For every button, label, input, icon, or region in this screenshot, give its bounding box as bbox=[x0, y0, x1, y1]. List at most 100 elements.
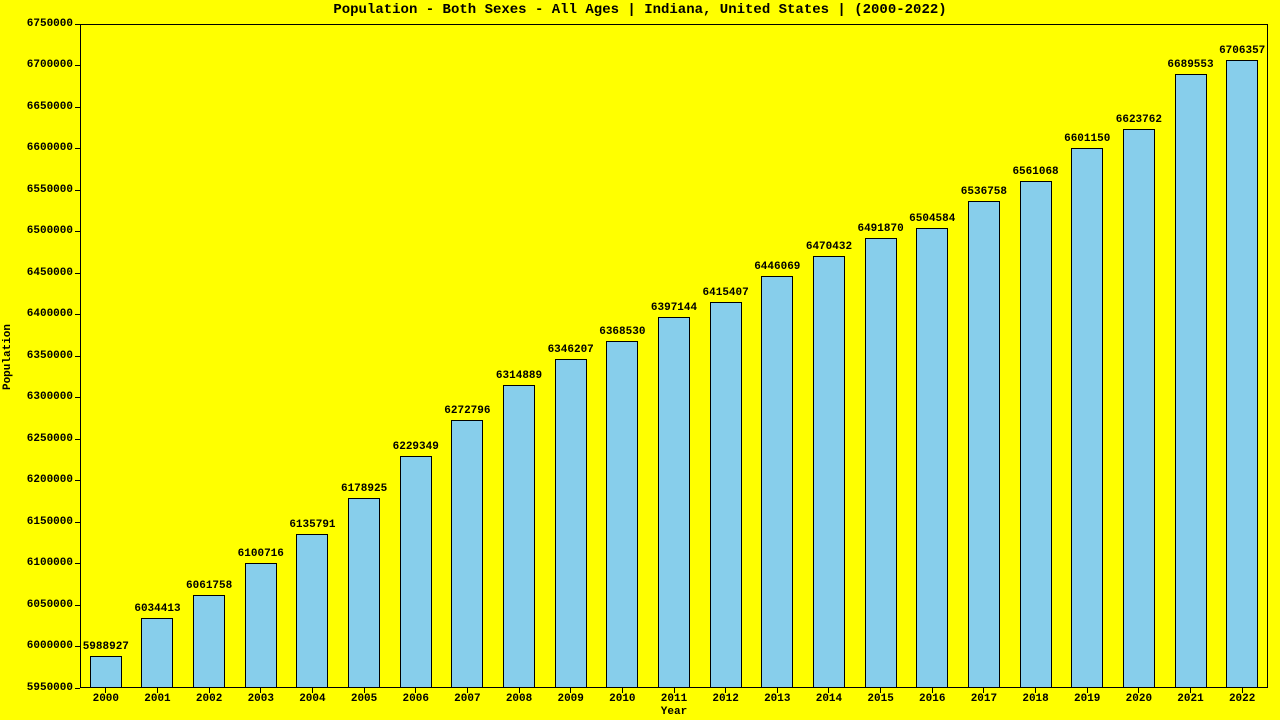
y-tick-mark bbox=[75, 397, 80, 398]
bar bbox=[968, 201, 1000, 688]
bar-value-label: 6272796 bbox=[432, 405, 502, 417]
y-tick-label: 6750000 bbox=[27, 18, 73, 30]
plot-area bbox=[80, 24, 1268, 688]
bar bbox=[710, 302, 742, 688]
y-tick-label: 6400000 bbox=[27, 308, 73, 320]
y-tick-label: 6500000 bbox=[27, 225, 73, 237]
bar bbox=[813, 256, 845, 688]
y-tick-label: 6300000 bbox=[27, 391, 73, 403]
x-tick-label: 2019 bbox=[1061, 693, 1113, 705]
y-tick-label: 6200000 bbox=[27, 474, 73, 486]
bar bbox=[658, 317, 690, 688]
bar bbox=[503, 385, 535, 688]
y-tick-mark bbox=[75, 563, 80, 564]
x-tick-label: 2008 bbox=[493, 693, 545, 705]
x-tick-label: 2013 bbox=[751, 693, 803, 705]
y-tick-label: 6350000 bbox=[27, 350, 73, 362]
y-tick-mark bbox=[75, 480, 80, 481]
bar bbox=[296, 534, 328, 688]
x-tick-label: 2021 bbox=[1165, 693, 1217, 705]
x-tick-label: 2020 bbox=[1113, 693, 1165, 705]
y-tick-mark bbox=[75, 522, 80, 523]
bar bbox=[348, 498, 380, 688]
x-tick-label: 2022 bbox=[1216, 693, 1268, 705]
bar bbox=[90, 656, 122, 688]
y-tick-mark bbox=[75, 190, 80, 191]
x-tick-label: 2007 bbox=[442, 693, 494, 705]
bar-value-label: 6034413 bbox=[122, 603, 192, 615]
bar-value-label: 6470432 bbox=[794, 241, 864, 253]
y-tick-label: 6650000 bbox=[27, 101, 73, 113]
bar-value-label: 6061758 bbox=[174, 580, 244, 592]
bar bbox=[555, 359, 587, 688]
bar-value-label: 6314889 bbox=[484, 370, 554, 382]
bar-value-label: 6229349 bbox=[381, 441, 451, 453]
x-tick-label: 2001 bbox=[132, 693, 184, 705]
y-tick-mark bbox=[75, 107, 80, 108]
bar bbox=[400, 456, 432, 688]
y-tick-mark bbox=[75, 231, 80, 232]
bar-value-label: 6491870 bbox=[846, 223, 916, 235]
y-tick-label: 6600000 bbox=[27, 142, 73, 154]
x-tick-label: 2006 bbox=[390, 693, 442, 705]
bar bbox=[865, 238, 897, 688]
y-tick-label: 5950000 bbox=[27, 682, 73, 694]
bar-value-label: 6536758 bbox=[949, 186, 1019, 198]
axis-spine bbox=[80, 24, 1268, 25]
bar bbox=[1071, 148, 1103, 688]
y-tick-label: 6700000 bbox=[27, 59, 73, 71]
bar bbox=[245, 563, 277, 688]
x-tick-label: 2009 bbox=[545, 693, 597, 705]
x-tick-label: 2004 bbox=[287, 693, 339, 705]
x-tick-label: 2017 bbox=[958, 693, 1010, 705]
y-tick-mark bbox=[75, 148, 80, 149]
y-tick-mark bbox=[75, 688, 80, 689]
bar-value-label: 6368530 bbox=[587, 326, 657, 338]
x-tick-label: 2016 bbox=[906, 693, 958, 705]
bar bbox=[193, 595, 225, 688]
y-tick-label: 6450000 bbox=[27, 267, 73, 279]
axis-spine bbox=[1267, 24, 1268, 688]
bar bbox=[606, 341, 638, 688]
bar-value-label: 6100716 bbox=[226, 548, 296, 560]
x-tick-label: 2000 bbox=[80, 693, 132, 705]
bar bbox=[916, 228, 948, 688]
x-tick-label: 2011 bbox=[648, 693, 700, 705]
y-tick-label: 6050000 bbox=[27, 599, 73, 611]
bar-value-label: 6135791 bbox=[277, 519, 347, 531]
y-tick-mark bbox=[75, 356, 80, 357]
y-tick-label: 6550000 bbox=[27, 184, 73, 196]
bar-value-label: 6601150 bbox=[1052, 133, 1122, 145]
y-tick-mark bbox=[75, 605, 80, 606]
bar-value-label: 6706357 bbox=[1207, 45, 1277, 57]
bar bbox=[1175, 74, 1207, 688]
x-tick-label: 2018 bbox=[1010, 693, 1062, 705]
x-tick-label: 2003 bbox=[235, 693, 287, 705]
y-tick-label: 6150000 bbox=[27, 516, 73, 528]
x-tick-label: 2014 bbox=[803, 693, 855, 705]
y-tick-mark bbox=[75, 314, 80, 315]
bar-value-label: 6504584 bbox=[897, 213, 967, 225]
bar-value-label: 5988927 bbox=[71, 641, 141, 653]
bar-value-label: 6415407 bbox=[691, 287, 761, 299]
x-tick-label: 2010 bbox=[597, 693, 649, 705]
bar bbox=[1226, 60, 1258, 688]
x-axis-label: Year bbox=[80, 706, 1268, 718]
bar bbox=[761, 276, 793, 688]
bar-value-label: 6397144 bbox=[639, 302, 709, 314]
bar-value-label: 6689553 bbox=[1156, 59, 1226, 71]
bar-value-label: 6346207 bbox=[536, 344, 606, 356]
y-tick-mark bbox=[75, 24, 80, 25]
y-tick-label: 6000000 bbox=[27, 640, 73, 652]
x-tick-label: 2002 bbox=[183, 693, 235, 705]
y-axis-label: Population bbox=[2, 257, 14, 457]
x-tick-label: 2012 bbox=[700, 693, 752, 705]
bar-value-label: 6623762 bbox=[1104, 114, 1174, 126]
bar bbox=[451, 420, 483, 688]
bar bbox=[141, 618, 173, 688]
chart-title: Population - Both Sexes - All Ages | Ind… bbox=[0, 2, 1280, 18]
bar-value-label: 6446069 bbox=[742, 261, 812, 273]
bar bbox=[1123, 129, 1155, 688]
bar-value-label: 6178925 bbox=[329, 483, 399, 495]
y-tick-label: 6250000 bbox=[27, 433, 73, 445]
